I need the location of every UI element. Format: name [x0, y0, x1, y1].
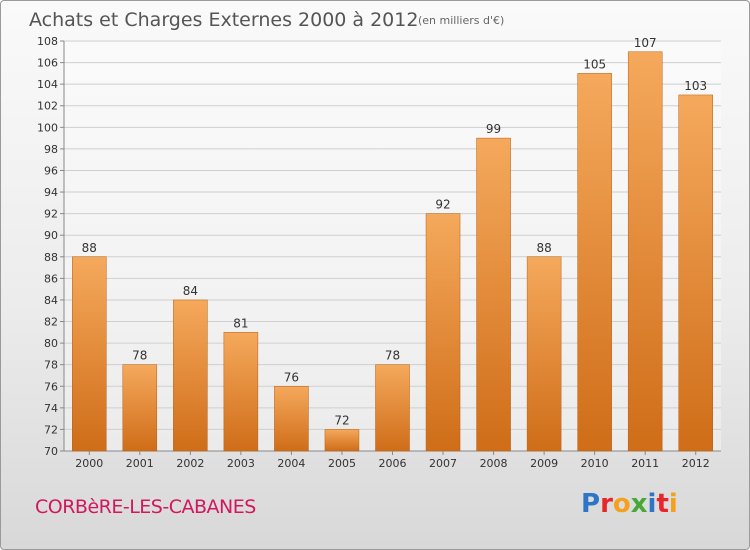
proxiti-logo[interactable]: Proxiti	[581, 489, 678, 519]
x-tick-label: 2003	[227, 457, 255, 470]
bar	[526, 256, 562, 452]
y-tick-label: 90	[44, 229, 58, 242]
logo-letter: x	[630, 489, 648, 519]
bar	[173, 299, 208, 452]
y-tick-label: 108	[37, 35, 58, 48]
x-tick-label: 2001	[126, 457, 154, 470]
bar-value-label: 92	[435, 198, 450, 212]
x-tick-label: 2005	[328, 457, 356, 470]
x-tick-label: 2009	[530, 457, 558, 470]
logo-letter: P	[581, 489, 601, 519]
y-tick-label: 94	[44, 186, 58, 199]
bar	[274, 386, 309, 452]
y-tick-label: 88	[44, 251, 58, 264]
bar-value-label: 105	[583, 57, 606, 71]
x-tick-label: 2007	[429, 457, 457, 470]
bar	[476, 137, 511, 452]
logo-letter: i	[647, 489, 657, 519]
bar	[223, 332, 259, 452]
x-tick-label: 2010	[581, 457, 609, 470]
chart-title: Achats et Charges Externes 2000 à 2012	[29, 9, 419, 31]
x-tick-label: 2006	[379, 457, 407, 470]
bar	[577, 73, 612, 452]
y-tick-label: 100	[37, 121, 58, 134]
y-tick-label: 76	[44, 380, 58, 393]
bar-value-label: 78	[385, 349, 400, 363]
bar-value-label: 72	[334, 413, 349, 427]
bar-value-label: 76	[284, 370, 299, 384]
y-tick-label: 104	[37, 78, 58, 91]
bar	[375, 364, 410, 452]
y-tick-label: 96	[44, 164, 58, 177]
bar	[425, 213, 461, 452]
y-tick-label: 86	[44, 272, 58, 285]
chart-subtitle: (en milliers d'€)	[418, 14, 505, 27]
x-tick-label: 2000	[75, 457, 103, 470]
y-tick-label: 80	[44, 337, 58, 350]
y-tick-label: 78	[44, 359, 58, 372]
bar-value-label: 78	[132, 349, 147, 363]
bar-value-label: 81	[233, 316, 248, 330]
bar	[324, 429, 360, 452]
bar-value-label: 107	[634, 36, 657, 50]
y-tick-label: 70	[44, 445, 58, 458]
bar-value-label: 88	[82, 241, 97, 255]
y-tick-label: 106	[37, 57, 58, 70]
y-tick-label: 82	[44, 316, 58, 329]
y-tick-label: 74	[44, 402, 58, 415]
y-tick-label: 72	[44, 423, 58, 436]
y-tick-label: 84	[44, 294, 58, 307]
bar	[122, 364, 158, 452]
bar-value-label: 88	[536, 241, 551, 255]
logo-letter: t	[656, 489, 669, 519]
y-tick-label: 98	[44, 143, 58, 156]
y-tick-label: 102	[37, 100, 58, 113]
bar	[72, 256, 107, 452]
x-tick-label: 2004	[277, 457, 305, 470]
bar	[627, 51, 663, 452]
x-tick-label: 2011	[631, 457, 659, 470]
x-tick-label: 2012	[682, 457, 710, 470]
commune-name: CORBèRE-LES-CABANES	[35, 496, 256, 518]
bar	[678, 94, 713, 452]
x-tick-label: 2008	[480, 457, 508, 470]
bar-value-label: 103	[684, 79, 707, 93]
bar-value-label: 99	[486, 122, 501, 136]
logo-letter: r	[600, 489, 613, 519]
y-tick-label: 92	[44, 208, 58, 221]
logo-letter: o	[612, 489, 631, 519]
x-tick-label: 2002	[176, 457, 204, 470]
bar-value-label: 84	[183, 284, 198, 298]
logo-letter: i	[668, 489, 678, 519]
